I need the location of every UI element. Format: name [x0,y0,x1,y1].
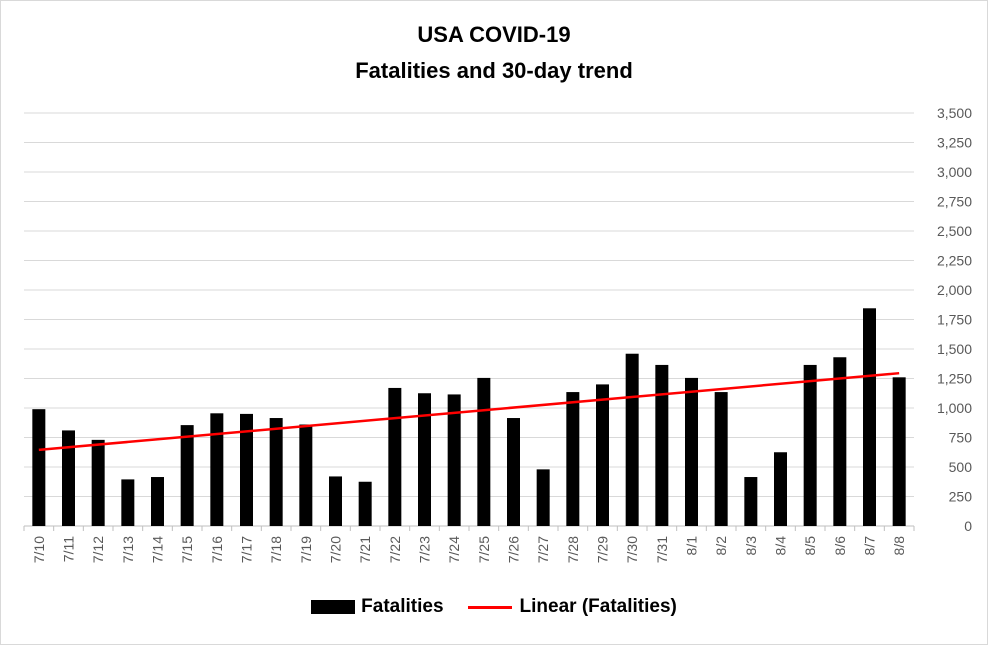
y-tick-label: 500 [949,459,973,475]
x-tick-label: 7/11 [61,536,77,562]
x-tick-label: 8/7 [862,536,878,556]
bar-7-10 [32,409,46,526]
x-tick-label: 7/26 [506,536,522,563]
legend-label-trendline: Linear (Fatalities) [519,596,677,617]
bar-7-30 [625,353,639,526]
x-tick-label: 7/28 [565,536,581,563]
bar-7-24 [447,394,461,526]
x-tick-label: 7/29 [595,536,611,563]
bar-7-15 [180,425,194,526]
bar-7-18 [269,418,283,526]
bar-8-1 [685,377,698,526]
y-tick-label: 2,750 [937,194,972,210]
legend-swatch-trendline [467,605,512,609]
y-tick-label: 750 [949,430,973,446]
x-tick-label: 7/12 [90,536,106,563]
bar-8-6 [833,357,847,526]
bar-7-19 [299,424,313,526]
x-tick-label: 8/5 [802,536,818,556]
bar-7-21 [358,481,372,526]
bar-7-16 [210,413,224,526]
bar-7-25 [477,377,491,526]
chart-title: USA COVID-19 [417,22,571,47]
x-tick-label: 7/19 [298,536,314,563]
bar-8-8 [892,377,906,526]
bar-8-4 [774,452,787,526]
y-tick-label: 1,250 [937,371,972,387]
x-tick-label: 7/27 [535,536,551,563]
bar-7-12 [91,439,105,526]
x-tick-label: 7/20 [328,536,344,563]
legend-label-fatalities: Fatalities [361,596,444,617]
x-tick-label: 7/31 [654,536,670,563]
x-tick-label: 7/23 [417,536,433,563]
y-tick-label: 1,500 [937,341,972,357]
bar-7-22 [388,387,402,526]
y-tick-label: 0 [964,518,972,534]
x-tick-label: 8/3 [743,536,759,556]
bar-7-14 [151,477,164,526]
bar-7-27 [536,469,550,526]
legend-swatch-fatalities [311,600,356,614]
x-tick-label: 7/10 [31,536,47,563]
y-tick-label: 2,250 [937,253,972,269]
y-tick-label: 3,000 [937,164,972,180]
bar-7-20 [329,476,342,526]
y-tick-label: 2,000 [937,282,972,298]
x-tick-label: 7/18 [268,536,284,563]
x-tick-label: 8/6 [832,536,848,556]
x-tick-label: 7/17 [239,536,255,563]
x-tick-label: 8/8 [891,536,907,556]
bar-7-23 [418,393,431,526]
bar-7-29 [596,384,609,526]
bar-7-17 [240,413,253,526]
y-tick-label: 250 [949,489,973,505]
bar-8-5 [803,364,817,526]
chart-subtitle: Fatalities and 30-day trend [355,58,633,83]
legend-item-fatalities: Fatalities [311,596,444,618]
x-tick-label: 8/4 [773,536,789,556]
bar-7-28 [566,392,580,526]
bar-7-13 [121,479,135,526]
trendline [38,371,900,452]
bar-8-7 [863,308,876,526]
x-tick-label: 8/1 [684,536,700,556]
x-tick-label: 7/13 [120,536,136,563]
legend-item-trendline: Linear (Fatalities) [467,596,677,618]
x-tick-label: 7/15 [179,536,195,563]
bar-8-3 [744,477,758,526]
x-tick-label: 7/16 [209,536,225,563]
bar-8-2 [714,392,728,526]
chart-legend: Fatalities Linear (Fatalities) [0,596,988,618]
x-tick-label: 7/21 [357,536,373,563]
y-tick-label: 3,500 [937,105,972,121]
x-tick-label: 7/14 [150,536,166,563]
bar-7-11 [62,430,75,526]
x-tick-label: 8/2 [713,536,729,556]
x-tick-label: 7/30 [624,536,640,563]
y-tick-label: 1,750 [937,312,972,328]
y-tick-label: 3,250 [937,135,972,151]
y-tick-label: 1,000 [937,400,972,416]
x-tick-label: 7/22 [387,536,403,563]
bar-7-26 [507,418,520,526]
x-tick-label: 7/24 [446,536,462,563]
y-tick-label: 2,500 [937,223,972,239]
bar-7-31 [655,364,669,526]
x-tick-label: 7/25 [476,536,492,563]
